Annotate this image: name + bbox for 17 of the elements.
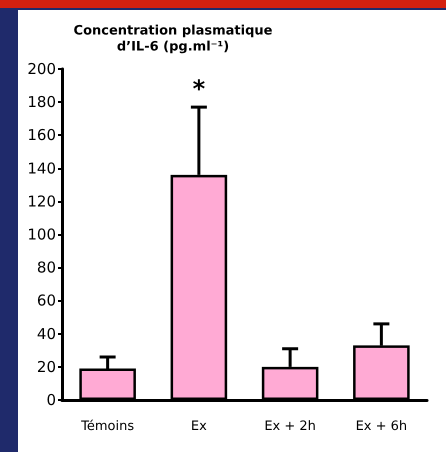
chart-title: Concentration plasmatique d’IL-6 (pg.ml⁻¹) [74, 24, 273, 54]
y-tick-label: 0 [46, 391, 56, 409]
y-tick-label: 40 [36, 324, 56, 343]
x-tick-label: Ex + 2h [264, 419, 316, 434]
annotation: * [192, 75, 206, 104]
y-tick-label: 120 [27, 192, 56, 210]
x-tick-label: Témoins [80, 419, 134, 434]
y-tick-label: 180 [27, 93, 56, 112]
y-tick-label: 140 [27, 159, 56, 178]
x-tick-label: Ex + 6h [356, 419, 408, 434]
y-tick-label: 100 [27, 226, 56, 244]
y-tick-label: 80 [36, 258, 56, 277]
x-tick-label: Ex [190, 419, 208, 434]
y-tick-label: 60 [36, 292, 56, 310]
y-tick-label: 160 [27, 126, 56, 144]
y-tick-label: 20 [36, 358, 56, 376]
y-tick-label: 200 [27, 60, 56, 78]
